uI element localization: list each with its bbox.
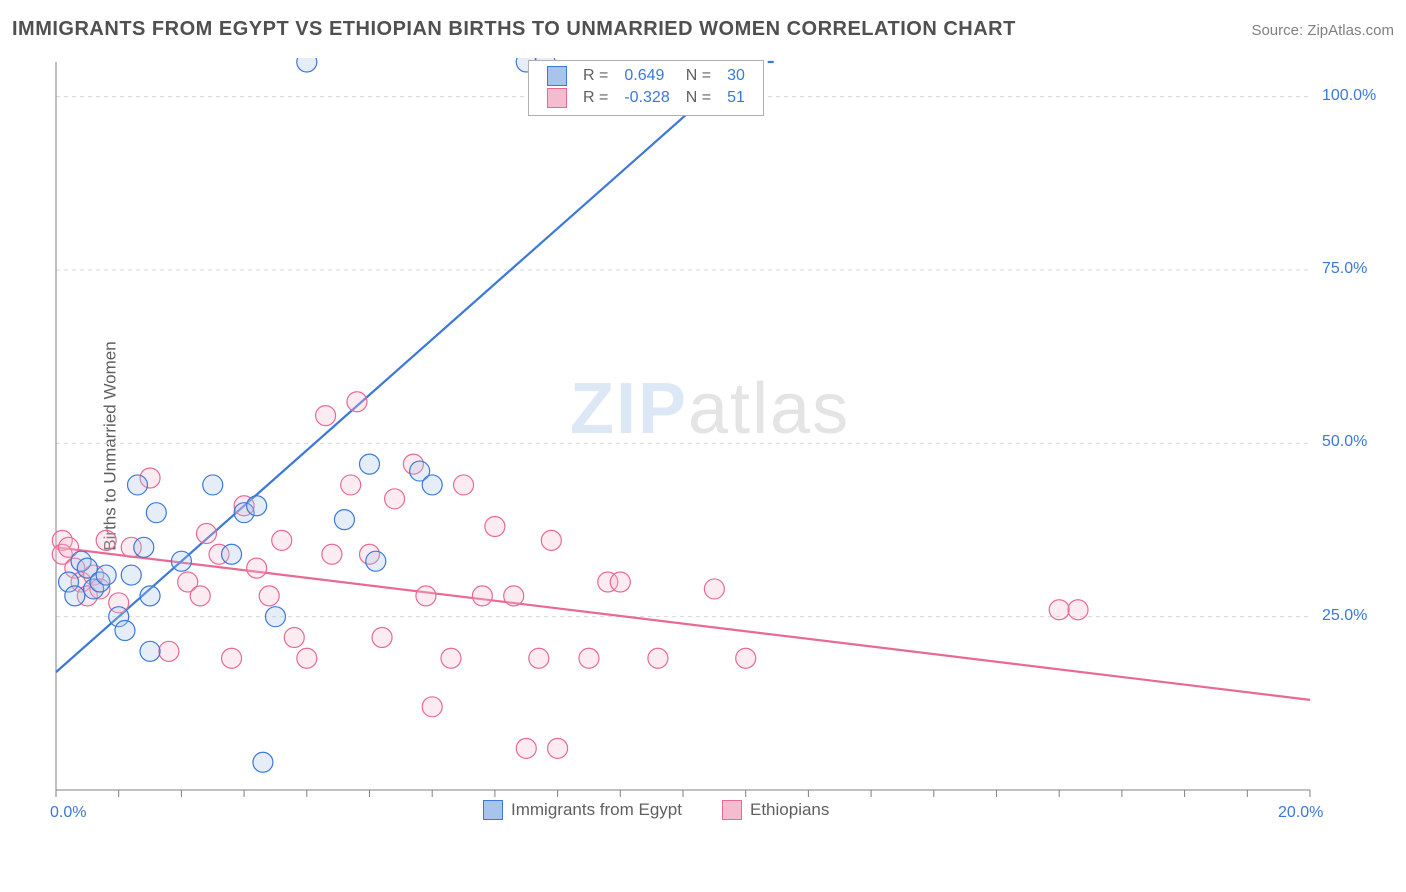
- n-value-eth: 51: [719, 87, 753, 109]
- legend-row-eth: R = -0.328 N = 51: [539, 87, 753, 109]
- r-value-egypt: 0.649: [616, 65, 677, 87]
- r-value-eth: -0.328: [616, 87, 677, 109]
- title-bar: IMMIGRANTS FROM EGYPT VS ETHIOPIAN BIRTH…: [12, 18, 1394, 41]
- tick-label: 20.0%: [1278, 804, 1323, 822]
- legend-stats-box: R = 0.649 N = 30 R = -0.328 N = 51: [528, 60, 764, 116]
- swatch-eth: [547, 88, 567, 108]
- swatch-egypt: [483, 800, 503, 820]
- tick-label: 50.0%: [1322, 433, 1367, 451]
- tick-label: 25.0%: [1322, 607, 1367, 625]
- n-value-egypt: 30: [719, 65, 753, 87]
- legend-label-eth: Ethiopians: [750, 800, 829, 820]
- legend-item-egypt: Immigrants from Egypt: [483, 800, 682, 820]
- legend-label-egypt: Immigrants from Egypt: [511, 800, 682, 820]
- tick-label: 100.0%: [1322, 87, 1376, 105]
- r-label: R =: [575, 65, 616, 87]
- tick-label: 75.0%: [1322, 260, 1367, 278]
- r-label: R =: [575, 87, 616, 109]
- legend-row-egypt: R = 0.649 N = 30: [539, 65, 753, 87]
- n-label: N =: [678, 65, 719, 87]
- chart-container: IMMIGRANTS FROM EGYPT VS ETHIOPIAN BIRTH…: [0, 0, 1406, 892]
- chart-title: IMMIGRANTS FROM EGYPT VS ETHIOPIAN BIRTH…: [12, 18, 1016, 41]
- plot-area: ZIPatlas R = 0.649 N = 30 R = -0.328 N =…: [50, 58, 1380, 830]
- source-label: Source: ZipAtlas.com: [1251, 22, 1394, 39]
- n-label: N =: [678, 87, 719, 109]
- legend-item-eth: Ethiopians: [722, 800, 829, 820]
- tick-label: 0.0%: [50, 804, 86, 822]
- legend-stats-table: R = 0.649 N = 30 R = -0.328 N = 51: [539, 65, 753, 109]
- scatter-plot-svg: [50, 58, 1380, 830]
- swatch-egypt: [547, 66, 567, 86]
- legend-bottom: Immigrants from Egypt Ethiopians: [483, 800, 829, 820]
- swatch-eth: [722, 800, 742, 820]
